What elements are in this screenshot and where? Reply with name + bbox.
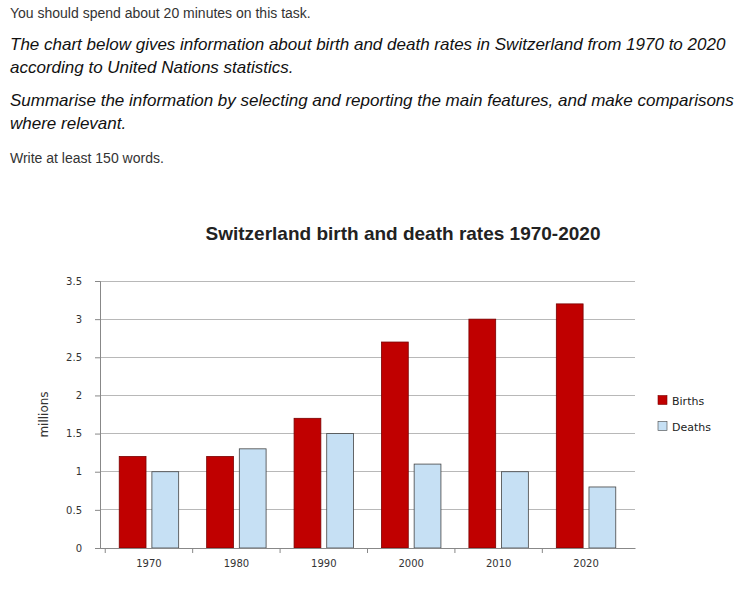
chart-title: Switzerland birth and death rates 1970-2… — [206, 223, 601, 244]
x-tick-label: 1970 — [136, 558, 161, 569]
x-separator — [367, 548, 368, 553]
task-text: Write at least 150 words. — [10, 148, 740, 168]
grid-line — [100, 509, 635, 510]
y-tick: 2.5 — [66, 352, 100, 363]
y-axis: 0 0.5 1 1.5 2 2.5 3 3.5 — [66, 276, 100, 554]
bar — [239, 449, 266, 548]
chart-svg: 0 0.5 1 1.5 2 2.5 3 3.5 1970 1980 1990 2000 2010 2020… — [0, 0, 745, 596]
x-tick-label: 2020 — [573, 558, 598, 569]
bar — [502, 472, 529, 548]
y-tick-mark — [95, 472, 100, 473]
y-tick-label: 0.5 — [66, 505, 82, 516]
grid-line — [100, 357, 635, 358]
task-text: The chart below gives information about … — [10, 33, 740, 79]
x-tick: 2020 — [573, 548, 598, 569]
bar — [207, 456, 234, 548]
y-axis-title: millions — [37, 391, 51, 437]
y-tick-mark — [95, 319, 100, 320]
legend-label: Births — [672, 395, 704, 408]
bar — [327, 434, 354, 548]
y-tick-label: 3.5 — [66, 276, 82, 287]
y-tick-label: 1.5 — [66, 428, 82, 439]
y-tick-label: 2.5 — [66, 352, 82, 363]
y-tick-label: 2 — [76, 390, 82, 401]
grid-line — [100, 471, 635, 472]
x-tick: 1970 — [136, 548, 161, 569]
task-text: Summarise the information by selecting a… — [10, 89, 740, 135]
bar — [414, 464, 441, 548]
grid-line — [100, 281, 635, 282]
x-separator — [542, 548, 543, 553]
x-separator — [454, 548, 455, 553]
y-tick: 1 — [76, 466, 100, 477]
y-tick-label: 3 — [76, 314, 82, 325]
y-tick: 0 — [76, 543, 100, 554]
legend-label: Deaths — [672, 421, 711, 434]
y-tick: 3 — [76, 314, 100, 325]
x-separator — [192, 548, 193, 553]
legend-item: Births — [658, 395, 704, 408]
x-tick-label: 1980 — [224, 558, 249, 569]
y-tick-mark — [95, 510, 100, 511]
y-tick-mark — [95, 548, 100, 549]
y-tick: 2 — [76, 390, 100, 401]
legend-swatch — [658, 422, 667, 431]
bar — [589, 487, 616, 548]
bar — [294, 418, 321, 548]
y-tick-label: 1 — [76, 466, 82, 477]
x-separators — [105, 548, 542, 553]
bar — [152, 472, 179, 548]
bar — [381, 342, 408, 548]
y-tick: 1.5 — [66, 428, 100, 439]
bar — [119, 456, 146, 548]
y-tick: 3.5 — [66, 276, 100, 287]
bar — [469, 319, 496, 548]
grid-line — [100, 319, 635, 320]
x-separator — [280, 548, 281, 553]
y-tick-mark — [95, 357, 100, 358]
legend: Births Deaths — [658, 395, 711, 434]
x-tick: 2010 — [486, 548, 511, 569]
grid-line — [100, 395, 635, 396]
x-axis: 1970 1980 1990 2000 2010 2020 — [101, 548, 636, 569]
x-tick-label: 2000 — [398, 558, 423, 569]
bars — [119, 304, 616, 548]
y-tick-label: 0 — [76, 543, 82, 554]
x-tick: 1980 — [224, 548, 249, 569]
y-tick: 0.5 — [66, 505, 100, 516]
task-text: You should spend about 20 minutes on thi… — [10, 3, 740, 23]
x-tick: 1990 — [311, 548, 336, 569]
legend-item: Deaths — [658, 421, 711, 434]
y-axis-line — [95, 282, 101, 549]
x-separator — [105, 548, 106, 553]
x-tick-label: 2010 — [486, 558, 511, 569]
grid-line — [100, 433, 635, 434]
grid — [100, 281, 635, 548]
y-tick-mark — [95, 434, 100, 435]
y-tick-mark — [95, 281, 100, 282]
y-tick-mark — [95, 395, 100, 396]
legend-swatch — [658, 396, 667, 405]
bar — [556, 304, 583, 548]
x-tick: 2000 — [398, 548, 423, 569]
x-tick-label: 1990 — [311, 558, 336, 569]
